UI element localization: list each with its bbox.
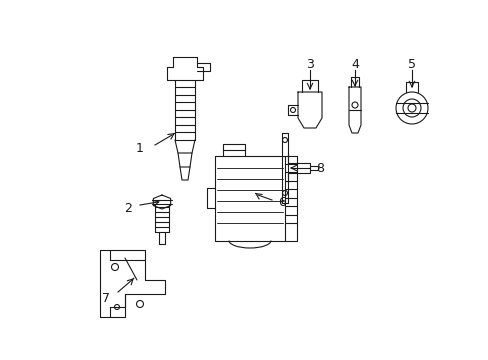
Text: 3: 3 (305, 58, 313, 72)
Text: 8: 8 (315, 162, 324, 175)
Text: 5: 5 (407, 58, 415, 72)
Text: 1: 1 (136, 141, 143, 154)
Text: 2: 2 (124, 202, 132, 215)
Text: 6: 6 (278, 195, 285, 208)
Text: 4: 4 (350, 58, 358, 72)
Text: 7: 7 (102, 292, 110, 305)
